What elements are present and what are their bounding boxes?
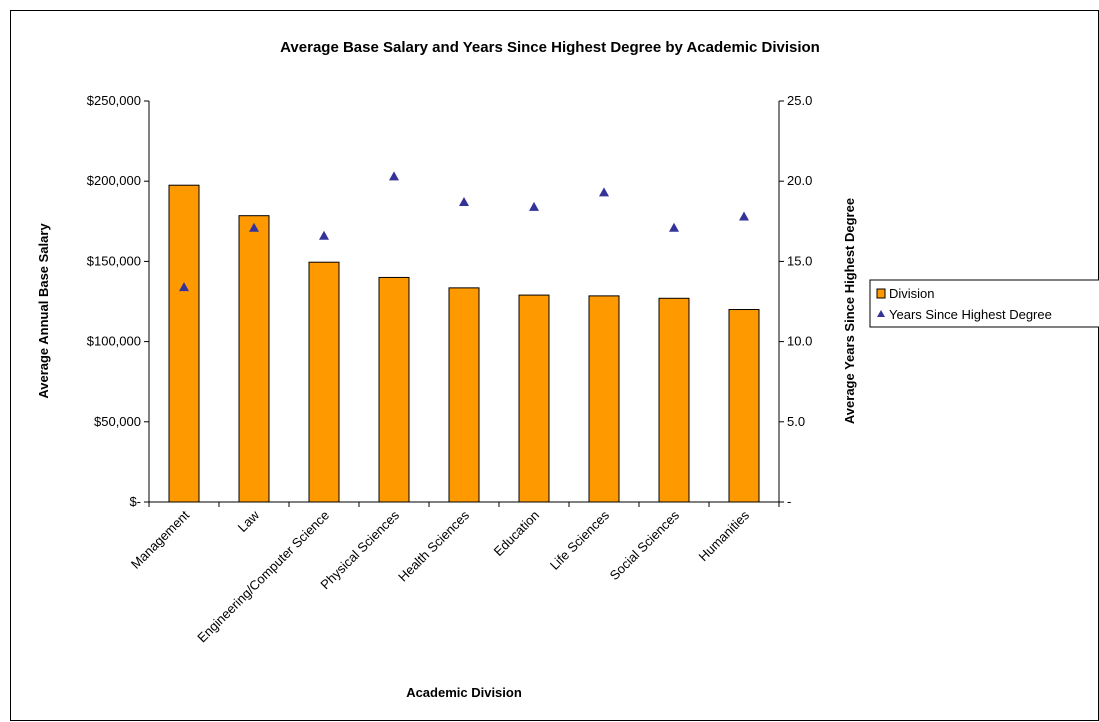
point-6 <box>599 187 609 197</box>
right-tick-label: 20.0 <box>787 173 812 188</box>
bar-3 <box>378 276 410 503</box>
plot-area <box>148 101 780 503</box>
left-tick-label: $100,000 <box>87 334 141 349</box>
legend-box <box>869 279 1099 328</box>
bar-7 <box>658 297 690 503</box>
x-tick-label: Life Sciences <box>547 507 613 573</box>
point-4 <box>459 197 469 207</box>
left-tick-label: $200,000 <box>87 173 141 188</box>
x-tick-label: Engineering/Computer Science <box>194 508 332 646</box>
x-tick-label: Humanities <box>696 507 753 564</box>
point-1 <box>249 222 259 232</box>
left-tick-label: $- <box>129 494 141 509</box>
y-axis-title: Average Annual Base Salary <box>36 223 51 399</box>
point-7 <box>669 222 679 232</box>
x-tick-label: Management <box>128 507 193 572</box>
bar-5 <box>518 294 550 503</box>
left-axis-ticks: $- $50,000 $100,000 $150,000 $200,000 $250,00… <box>87 93 149 509</box>
point-2 <box>319 230 329 240</box>
x-tick-label: Education <box>491 508 542 559</box>
bar-2 <box>308 261 340 503</box>
bar-4 <box>448 287 480 503</box>
left-tick-label: $150,000 <box>87 253 141 268</box>
legend-label-years: Years Since Highest Degree <box>889 307 1052 322</box>
legend: Division Years Since Highest Degree <box>869 279 1099 328</box>
legend-swatch-division <box>876 288 886 299</box>
point-8 <box>739 211 749 221</box>
point-0 <box>179 282 189 292</box>
bar-0 <box>168 184 200 503</box>
right-tick-label: 15.0 <box>787 253 812 268</box>
chart-frame: Average Base Salary and Years Since High… <box>10 10 1099 721</box>
bar-8 <box>728 309 760 503</box>
left-tick-label: $250,000 <box>87 93 141 108</box>
right-tick-label: 5.0 <box>787 414 805 429</box>
bar-1 <box>238 215 270 503</box>
legend-marker-years <box>877 310 885 317</box>
x-tick-label: Health Sciences <box>395 507 472 584</box>
right-tick-label: - <box>787 494 791 509</box>
right-tick-label: 25.0 <box>787 93 812 108</box>
bar-6 <box>588 295 620 503</box>
x-tick-label: Law <box>235 507 263 535</box>
right-tick-label: 10.0 <box>787 334 812 349</box>
chart: Average Base Salary and Years Since High… <box>36 39 1099 700</box>
point-3 <box>389 171 399 181</box>
right-axis-ticks: - 5.0 10.0 15.0 20.0 25.0 <box>779 93 812 509</box>
legend-label-division: Division <box>889 286 935 301</box>
point-5 <box>529 201 539 211</box>
x-tick-label: Social Sciences <box>607 507 683 583</box>
chart-title: Average Base Salary and Years Since High… <box>280 39 820 56</box>
left-tick-label: $50,000 <box>94 414 141 429</box>
y2-axis-title: Average Years Since Highest Degree <box>842 198 857 424</box>
x-axis-title: Academic Division <box>406 685 522 700</box>
